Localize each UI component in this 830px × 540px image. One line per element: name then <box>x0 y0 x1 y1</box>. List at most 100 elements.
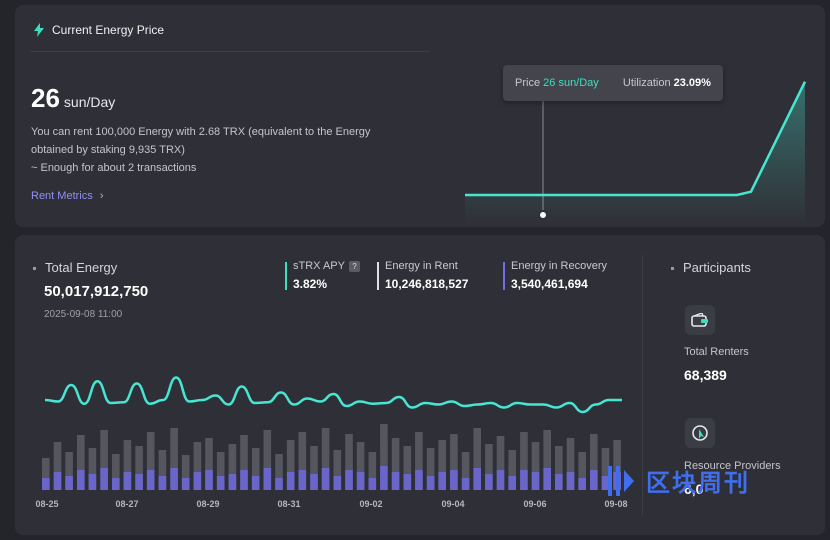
recovery-bar <box>496 470 505 490</box>
recovery-bar <box>112 478 120 490</box>
rent-bar <box>496 436 505 490</box>
rent-bar <box>193 442 202 490</box>
rent-bar <box>77 435 85 490</box>
recovery-bar <box>520 470 528 490</box>
recovery-bar <box>123 472 132 490</box>
rent-bar <box>88 448 97 490</box>
rent-bar <box>450 434 458 490</box>
recovery-bar <box>100 468 108 490</box>
metric-value: 3,540,461,694 <box>511 277 588 291</box>
rent-bar <box>333 450 342 490</box>
lightning-icon <box>34 23 44 37</box>
recovery-bar <box>205 470 213 490</box>
total-energy-value: 50,017,912,750 <box>44 283 149 300</box>
recovery-bar <box>228 474 237 490</box>
price-marker <box>538 210 548 220</box>
recovery-bar <box>263 468 272 490</box>
rent-bar <box>123 440 132 490</box>
metric-label: Energy in Recovery <box>511 260 607 272</box>
rent-bar <box>275 454 283 490</box>
recovery-bar <box>380 466 388 490</box>
metric-color-bar <box>503 262 505 290</box>
recovery-bar <box>438 472 446 490</box>
rent-bar <box>345 434 353 490</box>
price-chart <box>465 81 807 225</box>
rent-bar <box>438 440 446 490</box>
rent-bar <box>531 442 540 490</box>
rent-bar <box>53 442 62 490</box>
recovery-bar <box>403 474 412 490</box>
recovery-bar <box>42 478 50 490</box>
metric-value: 3.82% <box>293 277 328 291</box>
rent-bar <box>228 444 237 490</box>
recovery-bar <box>590 470 598 490</box>
rent-bar <box>251 448 260 490</box>
recovery-bar <box>181 478 190 490</box>
watermark: 区块周刊 <box>604 463 750 498</box>
rent-bar <box>181 455 190 490</box>
recovery-bar <box>146 470 155 490</box>
rent-bar <box>601 448 610 490</box>
help-icon[interactable]: ? <box>348 260 360 272</box>
tooltip-price: Price 26 sun/Day <box>515 77 599 89</box>
watermark-logo-icon <box>608 465 634 496</box>
tooltip-price-value: 26 sun/Day <box>543 77 599 89</box>
recovery-bar <box>286 472 295 490</box>
tooltip-utilization-label: Utilization <box>622 77 671 89</box>
rent-bar <box>170 428 178 490</box>
rent-bar <box>613 440 621 490</box>
rent-bar <box>205 438 213 490</box>
description-line-1: You can rent 100,000 Energy with 2.68 TR… <box>31 126 371 138</box>
rent-bar <box>310 446 318 490</box>
description-line-2: obtained by staking 9,935 TRX) <box>31 144 185 156</box>
recovery-bar <box>170 468 178 490</box>
rent-bar <box>485 444 493 490</box>
recovery-bar <box>543 468 551 490</box>
resource-providers-value: 6,0 <box>684 481 704 497</box>
rent-bar <box>65 452 73 490</box>
recovery-bar <box>135 474 143 490</box>
recovery-bar <box>240 470 248 490</box>
rent-metrics-link[interactable]: Rent Metrics › <box>31 190 103 202</box>
recovery-bar <box>158 476 167 490</box>
metric-energy-in-recovery: Energy in Recovery 3,540,461,694 <box>503 260 607 291</box>
cursor-icon <box>685 418 715 448</box>
recovery-bar <box>450 470 458 490</box>
total-energy-line <box>44 376 622 414</box>
total-energy-date: 2025-09-08 11:00 <box>44 309 123 320</box>
metric-color-bar <box>285 262 287 290</box>
rent-bar <box>368 452 377 490</box>
rent-metrics-label: Rent Metrics <box>31 190 93 202</box>
recovery-bar <box>555 474 563 490</box>
rent-bar <box>380 424 388 490</box>
rent-bar <box>240 435 248 490</box>
description-line-3: ~ Enough for about 2 transactions <box>31 162 197 174</box>
recovery-bar <box>251 476 260 490</box>
rent-bar <box>135 446 143 490</box>
rent-bar <box>263 430 272 490</box>
rent-bar <box>566 438 575 490</box>
recovery-bar <box>77 470 85 490</box>
recovery-bar <box>275 478 283 490</box>
x-tick-label: 09-04 <box>441 499 464 509</box>
recovery-bar <box>426 476 435 490</box>
rent-bar <box>415 432 423 490</box>
section-divider <box>642 255 643 515</box>
recovery-bar <box>53 472 62 490</box>
x-tick-label: 09-08 <box>604 499 627 509</box>
price-value: 26 <box>31 83 60 113</box>
recovery-bar <box>88 474 97 490</box>
chevron-right-icon: › <box>99 190 104 202</box>
rent-bar <box>216 452 225 490</box>
rent-bar <box>42 458 50 490</box>
recovery-bar <box>345 470 353 490</box>
header-divider <box>30 51 430 52</box>
recovery-bar <box>216 476 225 490</box>
rent-bar <box>578 452 586 490</box>
metric-energy-in-rent: Energy in Rent 10,246,818,527 <box>377 260 468 291</box>
rent-bar <box>426 448 435 490</box>
recovery-bar <box>356 472 365 490</box>
total-renters-value: 68,389 <box>684 367 727 383</box>
recovery-bar <box>368 478 377 490</box>
recovery-bar <box>461 478 470 490</box>
